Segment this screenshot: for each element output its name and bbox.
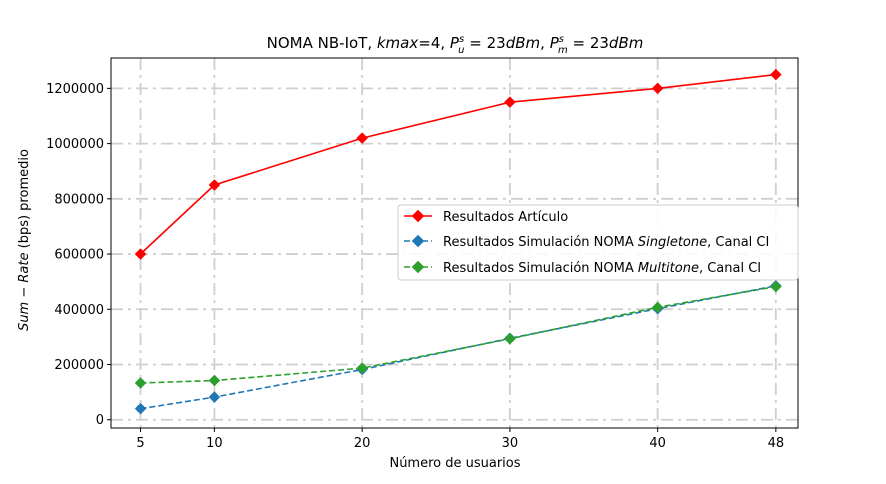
legend-marker-multitone (411, 260, 425, 274)
title-pu-sup: s (459, 34, 464, 45)
series-line-multitone (140, 285, 776, 384)
x-axis-ticks: 5 10 20 30 40 48 (136, 428, 784, 451)
legend-entry-singletone: Resultados Simulación NOMA Singletone, C… (404, 234, 769, 250)
y-tick-label-400000: 400000 (54, 303, 104, 318)
y-axis-ticks: 0 200000 400000 600000 800000 1000000 1200000 (46, 82, 111, 428)
legend-label-singletone: Resultados Simulación NOMA Singletone, C… (443, 235, 769, 250)
title-prefix: NOMA NB-IoT, (267, 34, 377, 52)
legend-label-articulo: Resultados Artículo (443, 210, 568, 225)
y-label-rate: Rate (17, 253, 32, 283)
x-tick-label-48: 48 (768, 436, 785, 451)
legend-marker-articulo (411, 209, 425, 223)
point-articulo-10 (208, 179, 221, 191)
point-multitone-48 (769, 280, 782, 293)
point-articulo-5 (134, 248, 147, 260)
legend-marker-singletone (411, 234, 425, 248)
title-pm-sub: m (558, 45, 568, 56)
title-pu-value: = 23 (465, 34, 506, 52)
y-tick-label-1000000: 1000000 (46, 137, 104, 152)
x-tick-label-10: 10 (206, 436, 223, 451)
point-articulo-20 (356, 132, 369, 144)
chart-title: NOMA NB-IoT, kmax=4, Ps u = 23dBm, Ps m = … (267, 34, 644, 56)
title-pm-sup: s (559, 34, 564, 45)
legend-multitone-post: , Canal CI (699, 261, 761, 276)
title-separator: , (540, 34, 550, 52)
title-pu: P (450, 34, 460, 52)
point-articulo-48 (769, 68, 782, 81)
legend-entry-multitone: Resultados Simulación NOMA Multitone, Ca… (404, 260, 761, 276)
legend-multitone-it: Multitone (638, 261, 699, 276)
y-tick-label-0: 0 (96, 413, 104, 428)
y-label-sum: Sum (17, 302, 32, 331)
title-pm: P (550, 34, 560, 52)
point-singletone-5 (134, 402, 147, 415)
point-multitone-40 (651, 301, 664, 314)
point-multitone-10 (208, 374, 221, 387)
series-multitone (134, 280, 782, 389)
legend-singletone-it: Singletone (638, 235, 707, 250)
title-kmax: kmax (377, 34, 418, 52)
x-tick-label-30: 30 (502, 436, 519, 451)
x-axis-label: Número de usuarios (389, 456, 520, 471)
point-singletone-10 (208, 391, 221, 403)
x-tick-label-40: 40 (649, 436, 666, 451)
y-label-rest: (bps) promedio (17, 149, 32, 252)
point-articulo-30 (504, 96, 516, 109)
title-kmax-value: =4, (418, 34, 450, 52)
legend: Resultados Artículo Resultados Simulació… (397, 204, 799, 281)
y-tick-label-200000: 200000 (54, 358, 104, 373)
y-axis-label: Sum − Rate (bps) promedio (17, 149, 32, 331)
point-multitone-30 (504, 332, 516, 345)
legend-articulo-text: Resultados Artículo (443, 210, 568, 225)
y-label-dash: − (17, 283, 32, 302)
legend-singletone-post: , Canal CI (707, 235, 769, 250)
legend-singletone-pre: Resultados Simulación NOMA (443, 235, 638, 250)
legend-label-multitone: Resultados Simulación NOMA Multitone, Ca… (443, 261, 761, 276)
point-articulo-40 (651, 82, 664, 95)
series-articulo (134, 68, 782, 260)
legend-entry-articulo: Resultados Artículo (404, 209, 568, 225)
title-pu-sub: u (458, 45, 464, 56)
y-tick-label-1200000: 1200000 (46, 82, 104, 97)
x-tick-label-5: 5 (136, 436, 144, 451)
title-pu-unit: dBm (506, 34, 540, 52)
title-pm-unit: dBm (609, 34, 643, 52)
legend-box (397, 204, 799, 281)
y-tick-label-600000: 600000 (54, 248, 104, 263)
point-multitone-20 (356, 362, 369, 374)
series-line-articulo (139, 73, 776, 255)
legend-multitone-pre: Resultados Simulación NOMA (443, 261, 638, 276)
y-tick-label-800000: 800000 (54, 192, 104, 207)
series-group (134, 68, 782, 415)
point-multitone-5 (134, 377, 147, 389)
title-pm-value: = 23 (568, 34, 609, 52)
x-tick-label-20: 20 (354, 436, 371, 451)
